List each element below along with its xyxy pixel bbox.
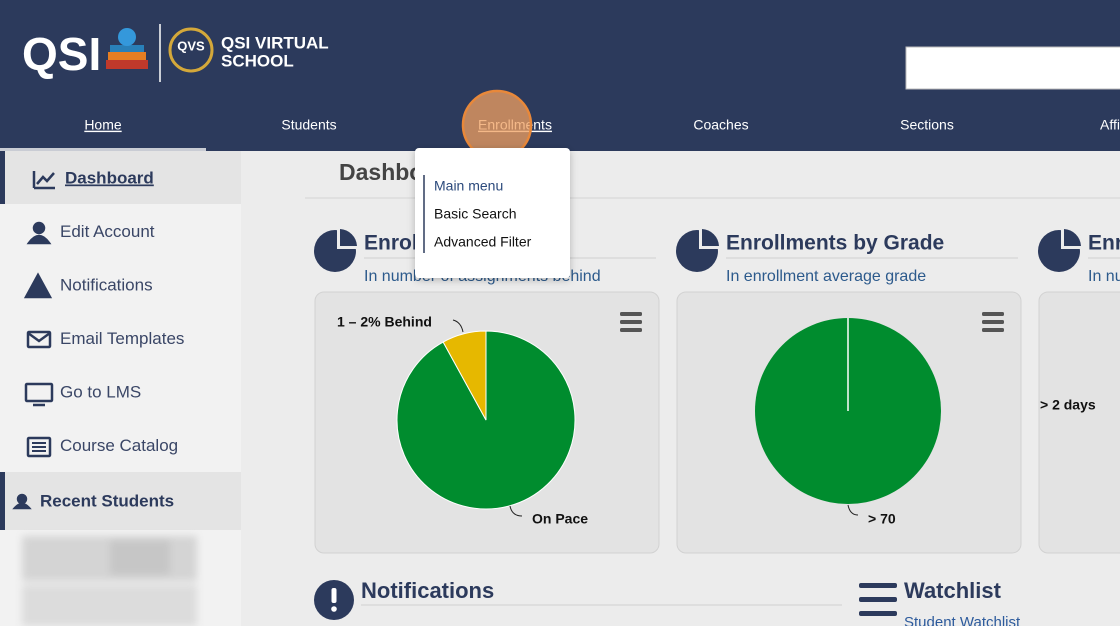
widget: Enrollments by Grade In enrollment averag… [676,228,1022,554]
widget-subtitle: In enrollment average grade [726,268,926,285]
pie-slice [442,330,487,421]
sidebar-item[interactable]: Dashboard [65,168,154,187]
slice-label: On Pace [532,511,588,527]
nav-item[interactable]: Affi [1100,117,1120,133]
nav-item[interactable]: Students [281,117,336,133]
dropdown-item[interactable]: Advanced Filter [434,234,532,250]
nav-item[interactable]: Home [84,117,122,133]
leader-line [509,505,523,517]
menu-icon-bar [620,320,642,324]
qvs-badge: QVS [177,38,205,53]
sidebar-item[interactable]: Notifications [60,275,153,294]
nav-item[interactable]: Sections [900,117,954,133]
widget-icon-wedge [1064,229,1081,246]
leader-line [452,319,464,333]
menu-icon-bar [620,312,642,316]
school-name: SCHOOL [221,51,294,70]
blurred-students [22,536,197,626]
sidebar-item[interactable]: Email Templates [60,329,184,348]
books-icon [106,28,148,69]
widget-title: Enrollments [1088,232,1120,255]
dropdown-menu: Main menu Basic Search Advanced Filter [415,148,570,278]
slice-label: > 2 days [1040,397,1096,413]
dropdown-item[interactable]: Basic Search [434,206,516,222]
icon-part [331,606,337,612]
watchlist-icon [859,583,897,616]
sidebar-item[interactable]: Edit Account [60,222,155,241]
nav-item[interactable]: Coaches [693,117,748,133]
school-name: QSI VIRTUAL [221,33,329,52]
section-title: Watchlist [904,578,1002,603]
widget: Enrollments In number > 2 days [1038,228,1120,554]
qvs-logo [168,27,214,73]
search-box[interactable] [905,46,1120,90]
slice-label: > 70 [868,511,896,527]
recent-header-bg [0,472,241,530]
active-marker [0,472,5,530]
sidebar-item[interactable]: Go to LMS [60,382,141,401]
dropdown-item[interactable]: Main menu [434,178,503,194]
menu-icon-bar [620,328,642,332]
widget-icon-wedge [340,229,357,246]
widget-title: Enrollments by Grade [726,232,944,255]
chart-card [1038,291,1120,554]
slice-label: 1 – 2% Behind [337,314,432,330]
menu-icon-bar [982,328,1004,332]
watchlist-link[interactable]: Student Watchlist [904,614,1021,626]
active-marker [0,151,5,204]
brand: QSI [22,28,101,80]
nav-active-bar [0,148,206,151]
sidebar-item[interactable]: Course Catalog [60,436,178,455]
menu-icon-bar [982,320,1004,324]
widget-icon-wedge [702,229,719,246]
dropdown-panel [415,148,570,278]
icon-part [331,588,337,603]
section-title: Notifications [361,578,494,603]
sidebar-active [0,151,241,204]
sidebar-icons [12,171,55,510]
widget-subtitle: In number [1088,268,1120,285]
leader-line [847,504,859,516]
menu-icon-bar [982,312,1004,316]
recent-students[interactable]: Recent Students [40,491,174,510]
